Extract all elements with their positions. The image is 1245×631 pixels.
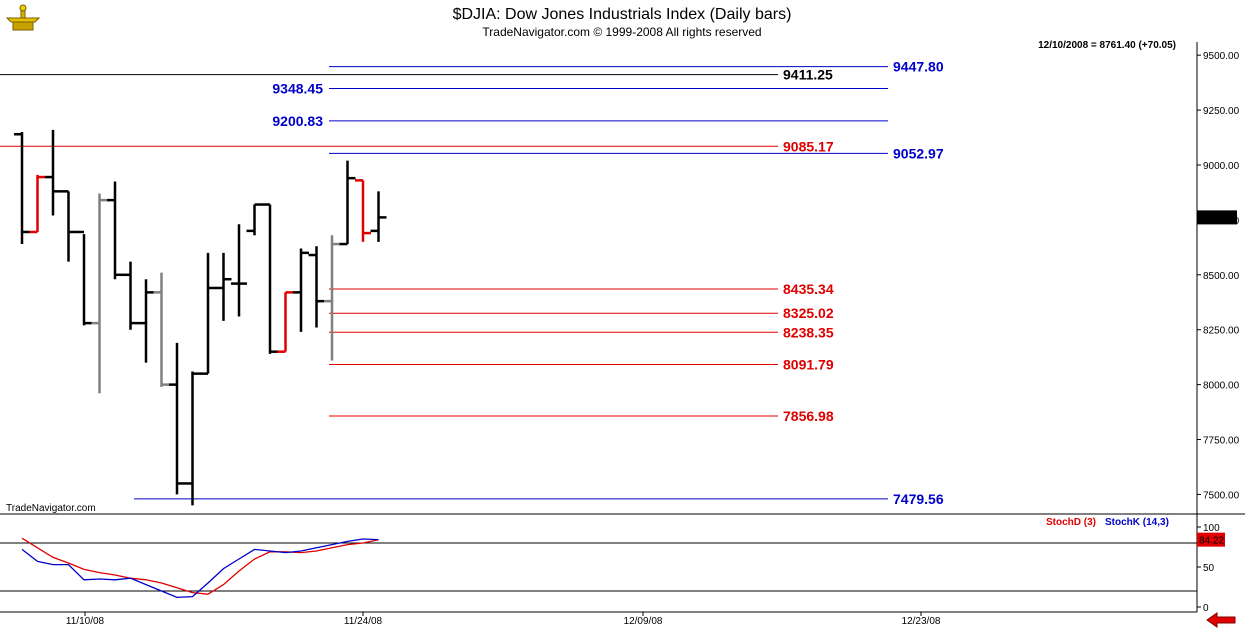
copyright: TradeNavigator.com © 1999-2008 All right…	[482, 25, 761, 39]
level-label: 8435.34	[783, 281, 834, 297]
ohlc-bar	[76, 230, 92, 326]
ohlc-bar	[293, 248, 309, 332]
ohlc-bar	[277, 291, 294, 353]
ohlc-bar	[215, 252, 232, 321]
last-price-box	[1197, 210, 1237, 225]
level-label: 9411.25	[783, 67, 833, 83]
date-axis: 11/10/08 11/24/08 12/09/08 12/23/08	[66, 612, 941, 627]
ohlc-bar	[138, 279, 154, 363]
price-tick-label: 8250.00	[1203, 326, 1240, 337]
price-tick-label: 9500.00	[1203, 51, 1240, 62]
price-tick-label: 9250.00	[1203, 106, 1240, 117]
ohlc-bar	[355, 179, 371, 242]
level-label: 8091.79	[783, 356, 834, 372]
stoch-last-label: 84.22	[1199, 536, 1224, 547]
ohlc-bar	[231, 224, 247, 317]
legend-stochk: StochK (14,3)	[1105, 517, 1169, 528]
gold-scale-icon	[5, 4, 41, 31]
stoch-tick-label: 0	[1203, 603, 1209, 614]
stoch-tick-label: 100	[1203, 523, 1220, 534]
ohlc-bar	[324, 235, 340, 361]
ohlc-bar	[29, 174, 46, 234]
ohlc-bar	[262, 203, 278, 354]
price-bars	[14, 129, 387, 506]
date-tick-label: 11/24/08	[344, 616, 383, 627]
ohlc-bar	[45, 129, 61, 216]
ohlc-bar	[153, 272, 170, 387]
price-tick-label: 8500.00	[1203, 271, 1240, 282]
logo	[5, 4, 41, 31]
price-axis: 9500.009250.009000.008750.008500.008250.…	[1197, 51, 1240, 501]
ohlc-bar	[246, 203, 263, 236]
watermark: TradeNavigator.com	[6, 503, 96, 514]
level-label: 8325.02	[783, 305, 834, 321]
ohlc-bar	[91, 193, 108, 394]
date-tick-label: 12/23/08	[902, 616, 941, 627]
ohlc-bar	[370, 191, 387, 242]
price-tick-label: 9000.00	[1203, 161, 1240, 172]
stochastic-panel: 100 50 0 84.22 StochD (3) StochK (14,3)	[0, 517, 1225, 614]
stoch-tick-label: 50	[1203, 563, 1215, 574]
stoch-series-line	[21, 537, 379, 595]
level-label: 8238.35	[783, 324, 834, 340]
ohlc-bar	[200, 252, 216, 375]
ohlc-bar	[107, 181, 123, 280]
price-tick-label: 8000.00	[1203, 381, 1240, 392]
ohlc-bar	[60, 190, 77, 262]
red-left-arrow-icon[interactable]	[1206, 612, 1236, 628]
date-tick-label: 11/10/08	[66, 616, 105, 627]
price-tick-label: 7500.00	[1203, 490, 1240, 501]
fib-levels: 9447.80 9411.25 9348.45 9200.83 9085.17 9052.…	[0, 59, 944, 507]
date-tick-label: 12/09/08	[624, 616, 663, 627]
ohlc-bar	[14, 132, 30, 245]
ohlc-bar	[122, 261, 139, 330]
stoch-last-box	[1197, 532, 1225, 547]
last-price-label: 8761.40	[1199, 213, 1236, 224]
level-label: 9052.97	[893, 145, 944, 161]
ohlc-bar	[184, 371, 201, 506]
level-label: 7856.98	[783, 408, 834, 424]
last-price-info: 12/10/2008 = 8761.40 (+70.05)	[1038, 40, 1176, 51]
level-label: 7479.56	[893, 491, 944, 507]
ohlc-bar	[339, 160, 356, 246]
level-label: 9200.83	[272, 113, 323, 129]
stoch-series-line	[21, 538, 379, 599]
ohlc-bar	[308, 246, 325, 328]
chart-title: $DJIA: Dow Jones Industrials Index (Dail…	[453, 6, 792, 23]
level-label: 9085.17	[783, 138, 834, 154]
ohlc-bar	[169, 342, 185, 495]
price-tick-label: 7750.00	[1203, 436, 1240, 447]
level-label: 9447.80	[893, 59, 944, 75]
level-label: 9348.45	[272, 80, 323, 96]
legend-stochd: StochD (3)	[1046, 517, 1096, 528]
